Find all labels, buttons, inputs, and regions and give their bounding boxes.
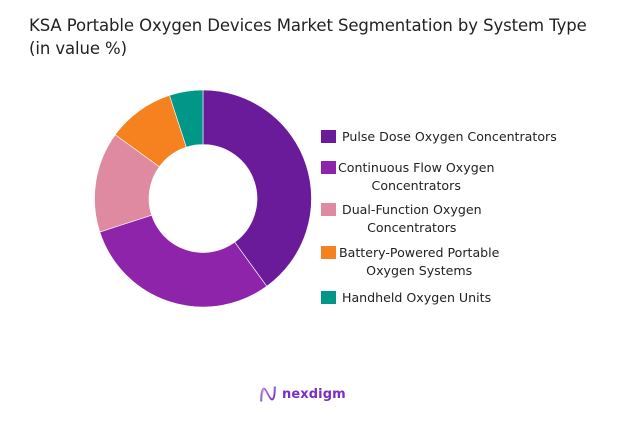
legend-swatch — [321, 130, 336, 143]
legend-swatch — [321, 203, 336, 216]
legend-label: Continuous Flow Oxygen Concentrators — [338, 160, 495, 193]
donut-segment-continuous-flow-oxygen-concentrators — [99, 214, 268, 308]
legend-swatch — [321, 246, 336, 259]
legend-item-battery-powered: Battery-Powered Portable Oxygen Systems — [321, 244, 499, 280]
legend-swatch — [321, 161, 336, 174]
legend-label: Handheld Oxygen Units — [342, 290, 492, 305]
legend-swatch — [321, 291, 336, 304]
legend-item-continuous-flow: Continuous Flow Oxygen Concentrators — [321, 159, 494, 195]
legend-item-dual-function: Dual-Function Oxygen Concentrators — [321, 201, 482, 237]
nexdigm-wave-icon — [260, 386, 276, 402]
legend-label: Battery-Powered Portable Oxygen Systems — [339, 245, 500, 278]
donut-segment-pulse-dose-oxygen-concentrators — [202, 89, 312, 287]
legend-label: Dual-Function Oxygen Concentrators — [342, 202, 482, 235]
legend-item-pulse-dose: Pulse Dose Oxygen Concentrators — [321, 128, 557, 146]
logo-text: nexdigm — [282, 386, 346, 402]
donut-segment-handheld-oxygen-units — [169, 89, 204, 148]
chart-title: KSA Portable Oxygen Devices Market Segme… — [29, 16, 587, 58]
legend-item-handheld: Handheld Oxygen Units — [321, 289, 491, 307]
nexdigm-logo: nexdigm — [258, 384, 346, 404]
legend-label: Pulse Dose Oxygen Concentrators — [342, 129, 557, 144]
